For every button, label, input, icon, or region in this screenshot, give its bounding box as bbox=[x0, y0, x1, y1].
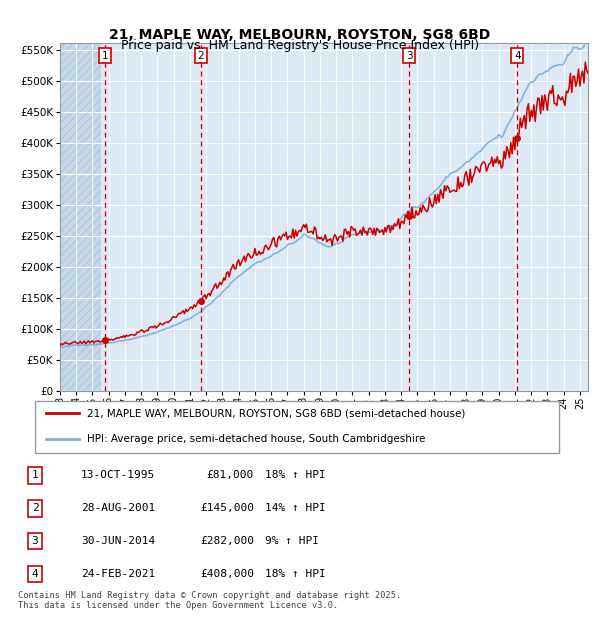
Text: 18% ↑ HPI: 18% ↑ HPI bbox=[265, 471, 326, 480]
Text: 28-AUG-2001: 28-AUG-2001 bbox=[81, 503, 155, 513]
Text: 3: 3 bbox=[406, 51, 413, 61]
Text: 1: 1 bbox=[102, 51, 109, 61]
Text: HPI: Average price, semi-detached house, South Cambridgeshire: HPI: Average price, semi-detached house,… bbox=[86, 434, 425, 444]
Text: 13-OCT-1995: 13-OCT-1995 bbox=[81, 471, 155, 480]
Text: 2: 2 bbox=[32, 503, 38, 513]
Text: 9% ↑ HPI: 9% ↑ HPI bbox=[265, 536, 319, 546]
Text: 14% ↑ HPI: 14% ↑ HPI bbox=[265, 503, 326, 513]
Text: 2: 2 bbox=[197, 51, 204, 61]
Text: 30-JUN-2014: 30-JUN-2014 bbox=[81, 536, 155, 546]
Text: £81,000: £81,000 bbox=[206, 471, 254, 480]
Text: Contains HM Land Registry data © Crown copyright and database right 2025.
This d: Contains HM Land Registry data © Crown c… bbox=[18, 591, 401, 610]
Bar bbox=[60, 43, 101, 391]
Text: £282,000: £282,000 bbox=[200, 536, 254, 546]
Text: 18% ↑ HPI: 18% ↑ HPI bbox=[265, 569, 326, 579]
Text: Price paid vs. HM Land Registry's House Price Index (HPI): Price paid vs. HM Land Registry's House … bbox=[121, 39, 479, 52]
Text: 21, MAPLE WAY, MELBOURN, ROYSTON, SG8 6BD (semi-detached house): 21, MAPLE WAY, MELBOURN, ROYSTON, SG8 6B… bbox=[86, 409, 465, 419]
Text: £145,000: £145,000 bbox=[200, 503, 254, 513]
Bar bbox=[35, 401, 559, 453]
Text: 24-FEB-2021: 24-FEB-2021 bbox=[81, 569, 155, 579]
Text: 1: 1 bbox=[32, 471, 38, 480]
Text: 21, MAPLE WAY, MELBOURN, ROYSTON, SG8 6BD: 21, MAPLE WAY, MELBOURN, ROYSTON, SG8 6B… bbox=[109, 28, 491, 42]
Text: 3: 3 bbox=[32, 536, 38, 546]
Text: 4: 4 bbox=[514, 51, 521, 61]
Text: 4: 4 bbox=[32, 569, 38, 579]
Text: £408,000: £408,000 bbox=[200, 569, 254, 579]
